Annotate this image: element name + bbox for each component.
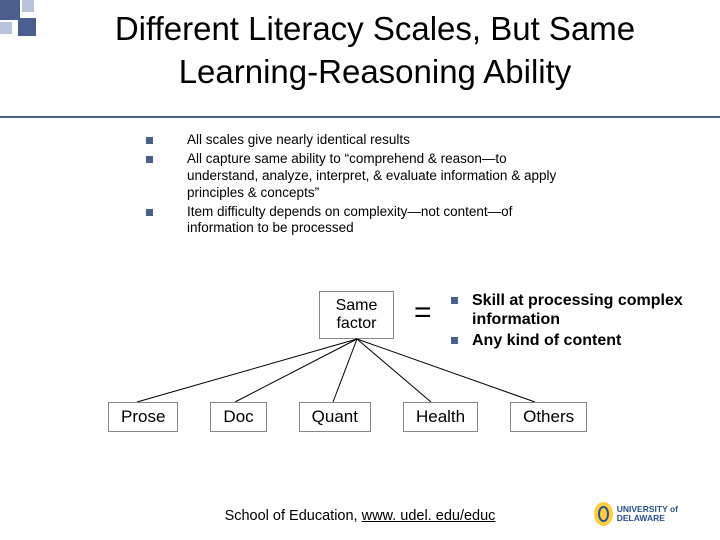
corner-decoration	[0, 0, 46, 46]
bullet-square-icon	[451, 297, 458, 304]
footer-link[interactable]: www. udel. edu/educ	[362, 508, 496, 524]
same-factor-box: Same factor	[319, 291, 394, 339]
category-boxes: Prose Doc Quant Health Others	[108, 402, 587, 432]
slide-title: Different Literacy Scales, But Same Lear…	[50, 8, 700, 94]
bullet-text: All scales give nearly identical results	[187, 132, 410, 149]
bullet-square-icon	[146, 209, 153, 216]
bullet-item: Item difficulty depends on complexity—no…	[146, 204, 576, 238]
category-box-others: Others	[510, 402, 587, 432]
bullet-text: Item difficulty depends on complexity—no…	[187, 204, 576, 238]
bullet-item: All capture same ability to “comprehend …	[146, 151, 576, 202]
category-box-doc: Doc	[210, 402, 266, 432]
university-logo: UNIVERSITY of DELAWARE	[594, 500, 704, 528]
slide-title-wrap: Different Literacy Scales, But Same Lear…	[50, 8, 700, 94]
right-bullet-list: Skill at processing complex information …	[451, 291, 703, 353]
top-bullet-list: All scales give nearly identical results…	[146, 132, 576, 239]
title-underline	[0, 116, 720, 118]
bullet-text: All capture same ability to “comprehend …	[187, 151, 576, 202]
same-factor-label: Same factor	[320, 297, 393, 334]
category-box-health: Health	[403, 402, 478, 432]
equals-sign: =	[414, 296, 432, 330]
bullet-text: Skill at processing complex information	[472, 291, 703, 329]
bullet-item: All scales give nearly identical results	[146, 132, 576, 149]
bullet-item: Any kind of content	[451, 331, 703, 350]
category-box-prose: Prose	[108, 402, 178, 432]
bullet-square-icon	[146, 137, 153, 144]
logo-text: UNIVERSITY of DELAWARE	[617, 505, 704, 523]
bullet-item: Skill at processing complex information	[451, 291, 703, 329]
bullet-square-icon	[451, 337, 458, 344]
bullet-text: Any kind of content	[472, 331, 621, 350]
category-box-quant: Quant	[299, 402, 371, 432]
footer-text: School of Education,	[225, 508, 362, 524]
bullet-square-icon	[146, 156, 153, 163]
logo-seal-icon	[594, 502, 613, 526]
